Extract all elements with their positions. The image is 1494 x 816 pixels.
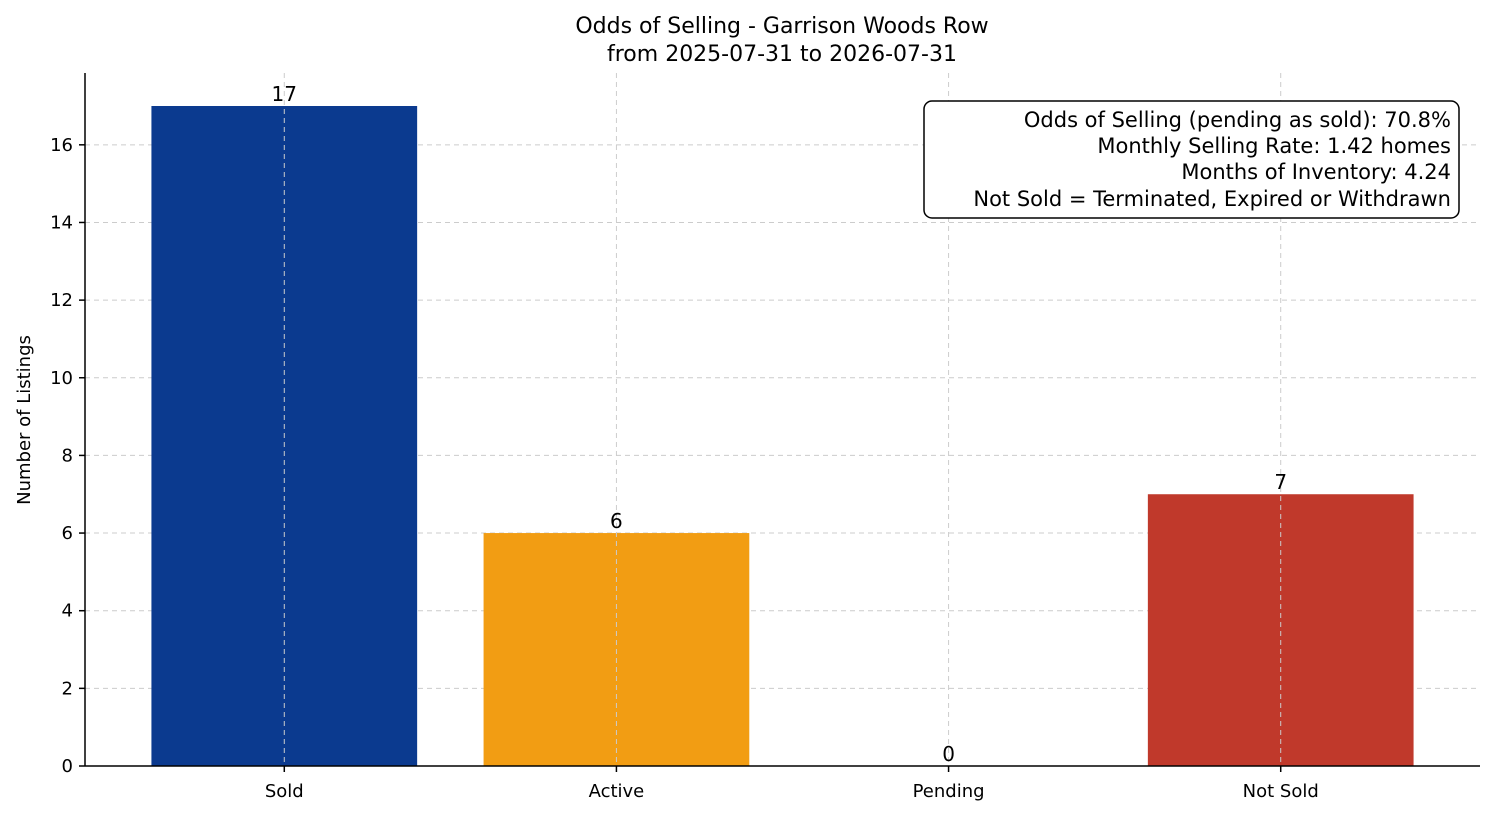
y-tick-label: 10 [50,368,73,389]
y-axis-label: Number of Listings [14,335,35,505]
info-months-of-inventory: Months of Inventory: 4.24 [1181,160,1451,184]
chart-title: Odds of Selling - Garrison Woods Row [575,14,988,39]
y-tick-label: 2 [62,678,73,699]
info-monthly-selling-rate: Monthly Selling Rate: 1.42 homes [1097,134,1451,158]
data-label: 0 [942,742,955,766]
x-tick-label: Not Sold [1243,781,1319,802]
x-tick-label: Sold [265,781,304,802]
data-label: 7 [1274,470,1287,494]
y-tick-label: 12 [50,290,73,311]
y-tick-label: 4 [62,601,73,622]
data-labels: 17 6 0 7 [272,73,1287,766]
y-tick-label: 6 [62,523,73,544]
y-tick-label: 8 [62,445,73,466]
info-box: Odds of Selling (pending as sold): 70.8%… [923,100,1460,219]
x-tick-label: Active [589,781,645,802]
y-tick-label: 0 [62,756,73,777]
chart-subtitle: from 2025-07-31 to 2026-07-31 [607,42,957,67]
info-odds-of-selling: Odds of Selling (pending as sold): 70.8% [1024,108,1451,132]
y-tick-label: 14 [50,212,73,233]
bar-not-sold [1147,494,1414,766]
data-label: 17 [272,82,297,106]
y-tick-label: 16 [50,135,73,156]
info-not-sold-definition: Not Sold = Terminated, Expired or Withdr… [973,187,1451,211]
axes: 0 2 4 6 8 10 12 14 16 Sold Active Pending Not Sold [50,73,1480,802]
x-tick-label: Pending [913,781,985,802]
data-label: 6 [610,509,623,533]
info-box-frame [923,100,1460,219]
